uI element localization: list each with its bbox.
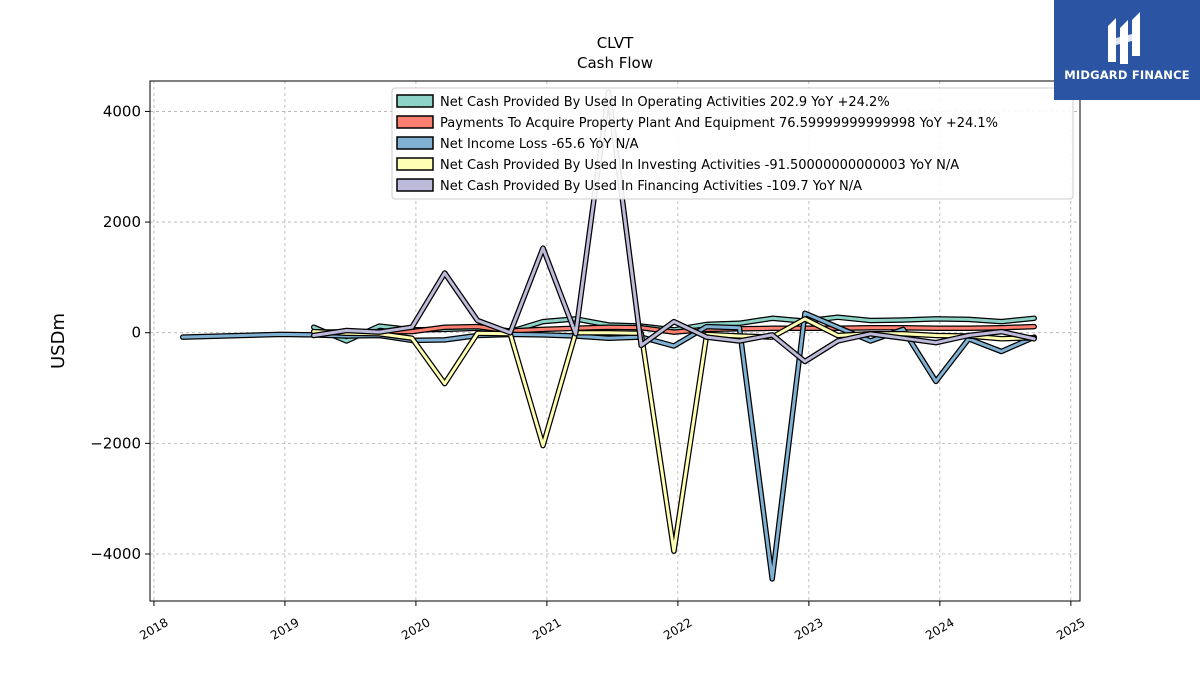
y-tick-label: −4000 [90, 545, 141, 563]
x-tick-label: 2020 [399, 615, 432, 642]
legend: Net Cash Provided By Used In Operating A… [391, 87, 1074, 200]
legend-label-0: Net Cash Provided By Used In Operating A… [440, 95, 890, 110]
legend-box [391, 87, 1074, 200]
legend-swatch-1 [396, 115, 434, 129]
legend-label-4: Net Cash Provided By Used In Financing A… [440, 179, 862, 194]
legend-label-1: Payments To Acquire Property Plant And E… [440, 116, 998, 131]
series-layer [179, 89, 1037, 582]
x-tick-label: 2024 [923, 615, 956, 642]
legend-swatch-4 [396, 178, 434, 192]
x-tick-label: 2023 [792, 615, 825, 642]
x-tick-label: 2025 [1054, 615, 1087, 642]
y-tick-label: 0 [131, 324, 141, 342]
x-tick-label: 2022 [661, 615, 694, 642]
legend-label-2: Net Income Loss -65.6 YoY N/A [440, 137, 639, 152]
plot-frame [149, 80, 1081, 602]
series-line-2 [181, 311, 1036, 581]
legend-swatch-2 [396, 136, 434, 150]
y-tick-label: 2000 [103, 213, 141, 231]
x-tick-label: 2021 [530, 615, 563, 642]
chart-subtitle: Cash Flow [577, 54, 653, 72]
x-tick-label: 2018 [137, 615, 170, 642]
series-line-4 [312, 90, 1036, 363]
legend-swatch-3 [396, 157, 434, 171]
chart-title: CLVT [597, 34, 634, 52]
legend-label-3: Net Cash Provided By Used In Investing A… [440, 158, 959, 173]
series-line-outline-2 [179, 310, 1037, 582]
logo-text: MIDGARD FINANCE [1064, 68, 1190, 82]
y-tick-label: 4000 [103, 102, 141, 120]
y-tick-label: −2000 [90, 434, 141, 452]
y-axis-label: USDm [48, 313, 69, 369]
series-line-3 [312, 317, 1036, 553]
midgard-finance-logo: MIDGARD FINANCE [1054, 0, 1200, 100]
series-line-1 [312, 325, 1036, 334]
legend-swatch-0 [396, 94, 434, 108]
midgard-logo-icon [1108, 12, 1140, 64]
x-tick-label: 2019 [268, 615, 301, 642]
